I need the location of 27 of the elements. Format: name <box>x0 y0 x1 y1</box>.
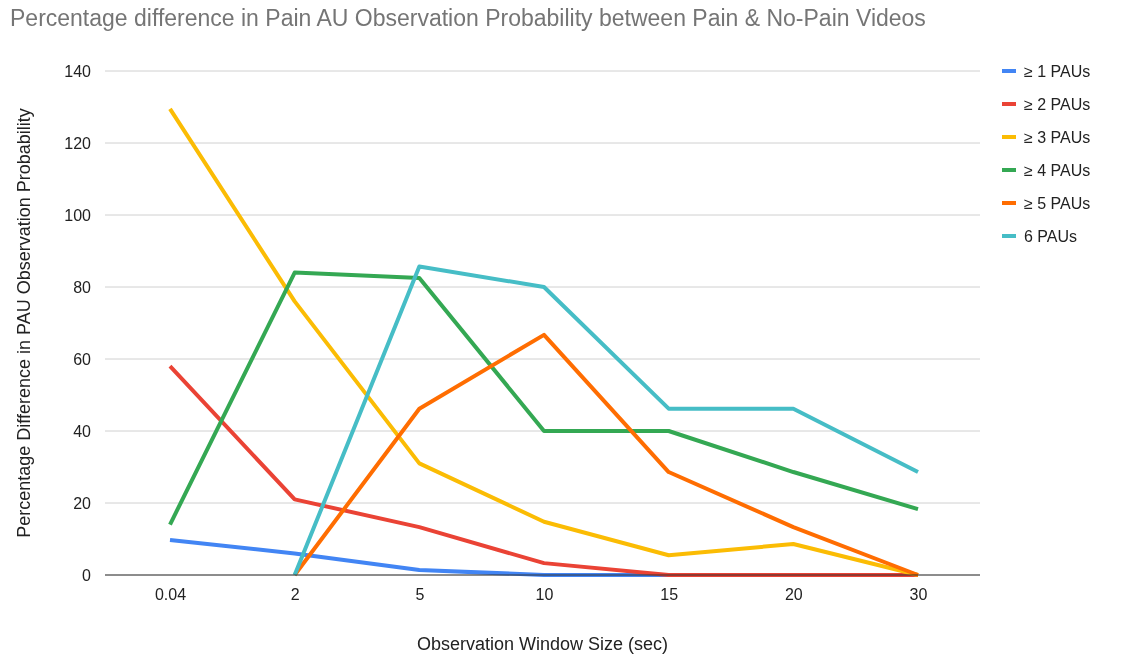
y-tick-label: 40 <box>73 422 92 440</box>
y-tick-label: 20 <box>73 494 92 512</box>
legend-label: ≥ 4 PAUs <box>1024 162 1091 179</box>
legend-label: ≥ 2 PAUs <box>1024 96 1091 113</box>
x-tick-label: 30 <box>909 586 928 604</box>
x-axis-title: Observation Window Size (sec) <box>416 634 669 654</box>
y-tick-label: 0 <box>82 566 92 584</box>
legend-label: 6 PAUs <box>1024 228 1078 245</box>
y-axis-title: Percentage Difference in PAU Observation Probability <box>14 108 34 538</box>
legend-label: ≥ 3 PAUs <box>1024 129 1091 146</box>
x-tick-label: 2 <box>290 586 300 604</box>
x-tick-label: 10 <box>535 586 554 604</box>
x-tick-label: 5 <box>415 586 425 604</box>
legend-label: ≥ 1 PAUs <box>1024 63 1091 80</box>
y-tick-label: 140 <box>64 62 92 80</box>
x-tick-label: 0.04 <box>154 586 187 604</box>
y-tick-label: 60 <box>73 350 92 368</box>
line-series <box>168 270 920 527</box>
line-series <box>292 264 920 577</box>
y-tick-label: 80 <box>73 278 92 296</box>
y-tick-label: 120 <box>64 134 92 152</box>
x-tick-label: 20 <box>784 586 803 604</box>
y-tick-label: 100 <box>64 206 92 224</box>
legend-label: ≥ 5 PAUs <box>1024 195 1091 212</box>
x-tick-label: 15 <box>660 586 679 604</box>
chart-title: Percentage difference in Pain AU Observation Probability between Pain & No-Pain Videos <box>10 5 926 31</box>
line-series <box>168 106 920 577</box>
